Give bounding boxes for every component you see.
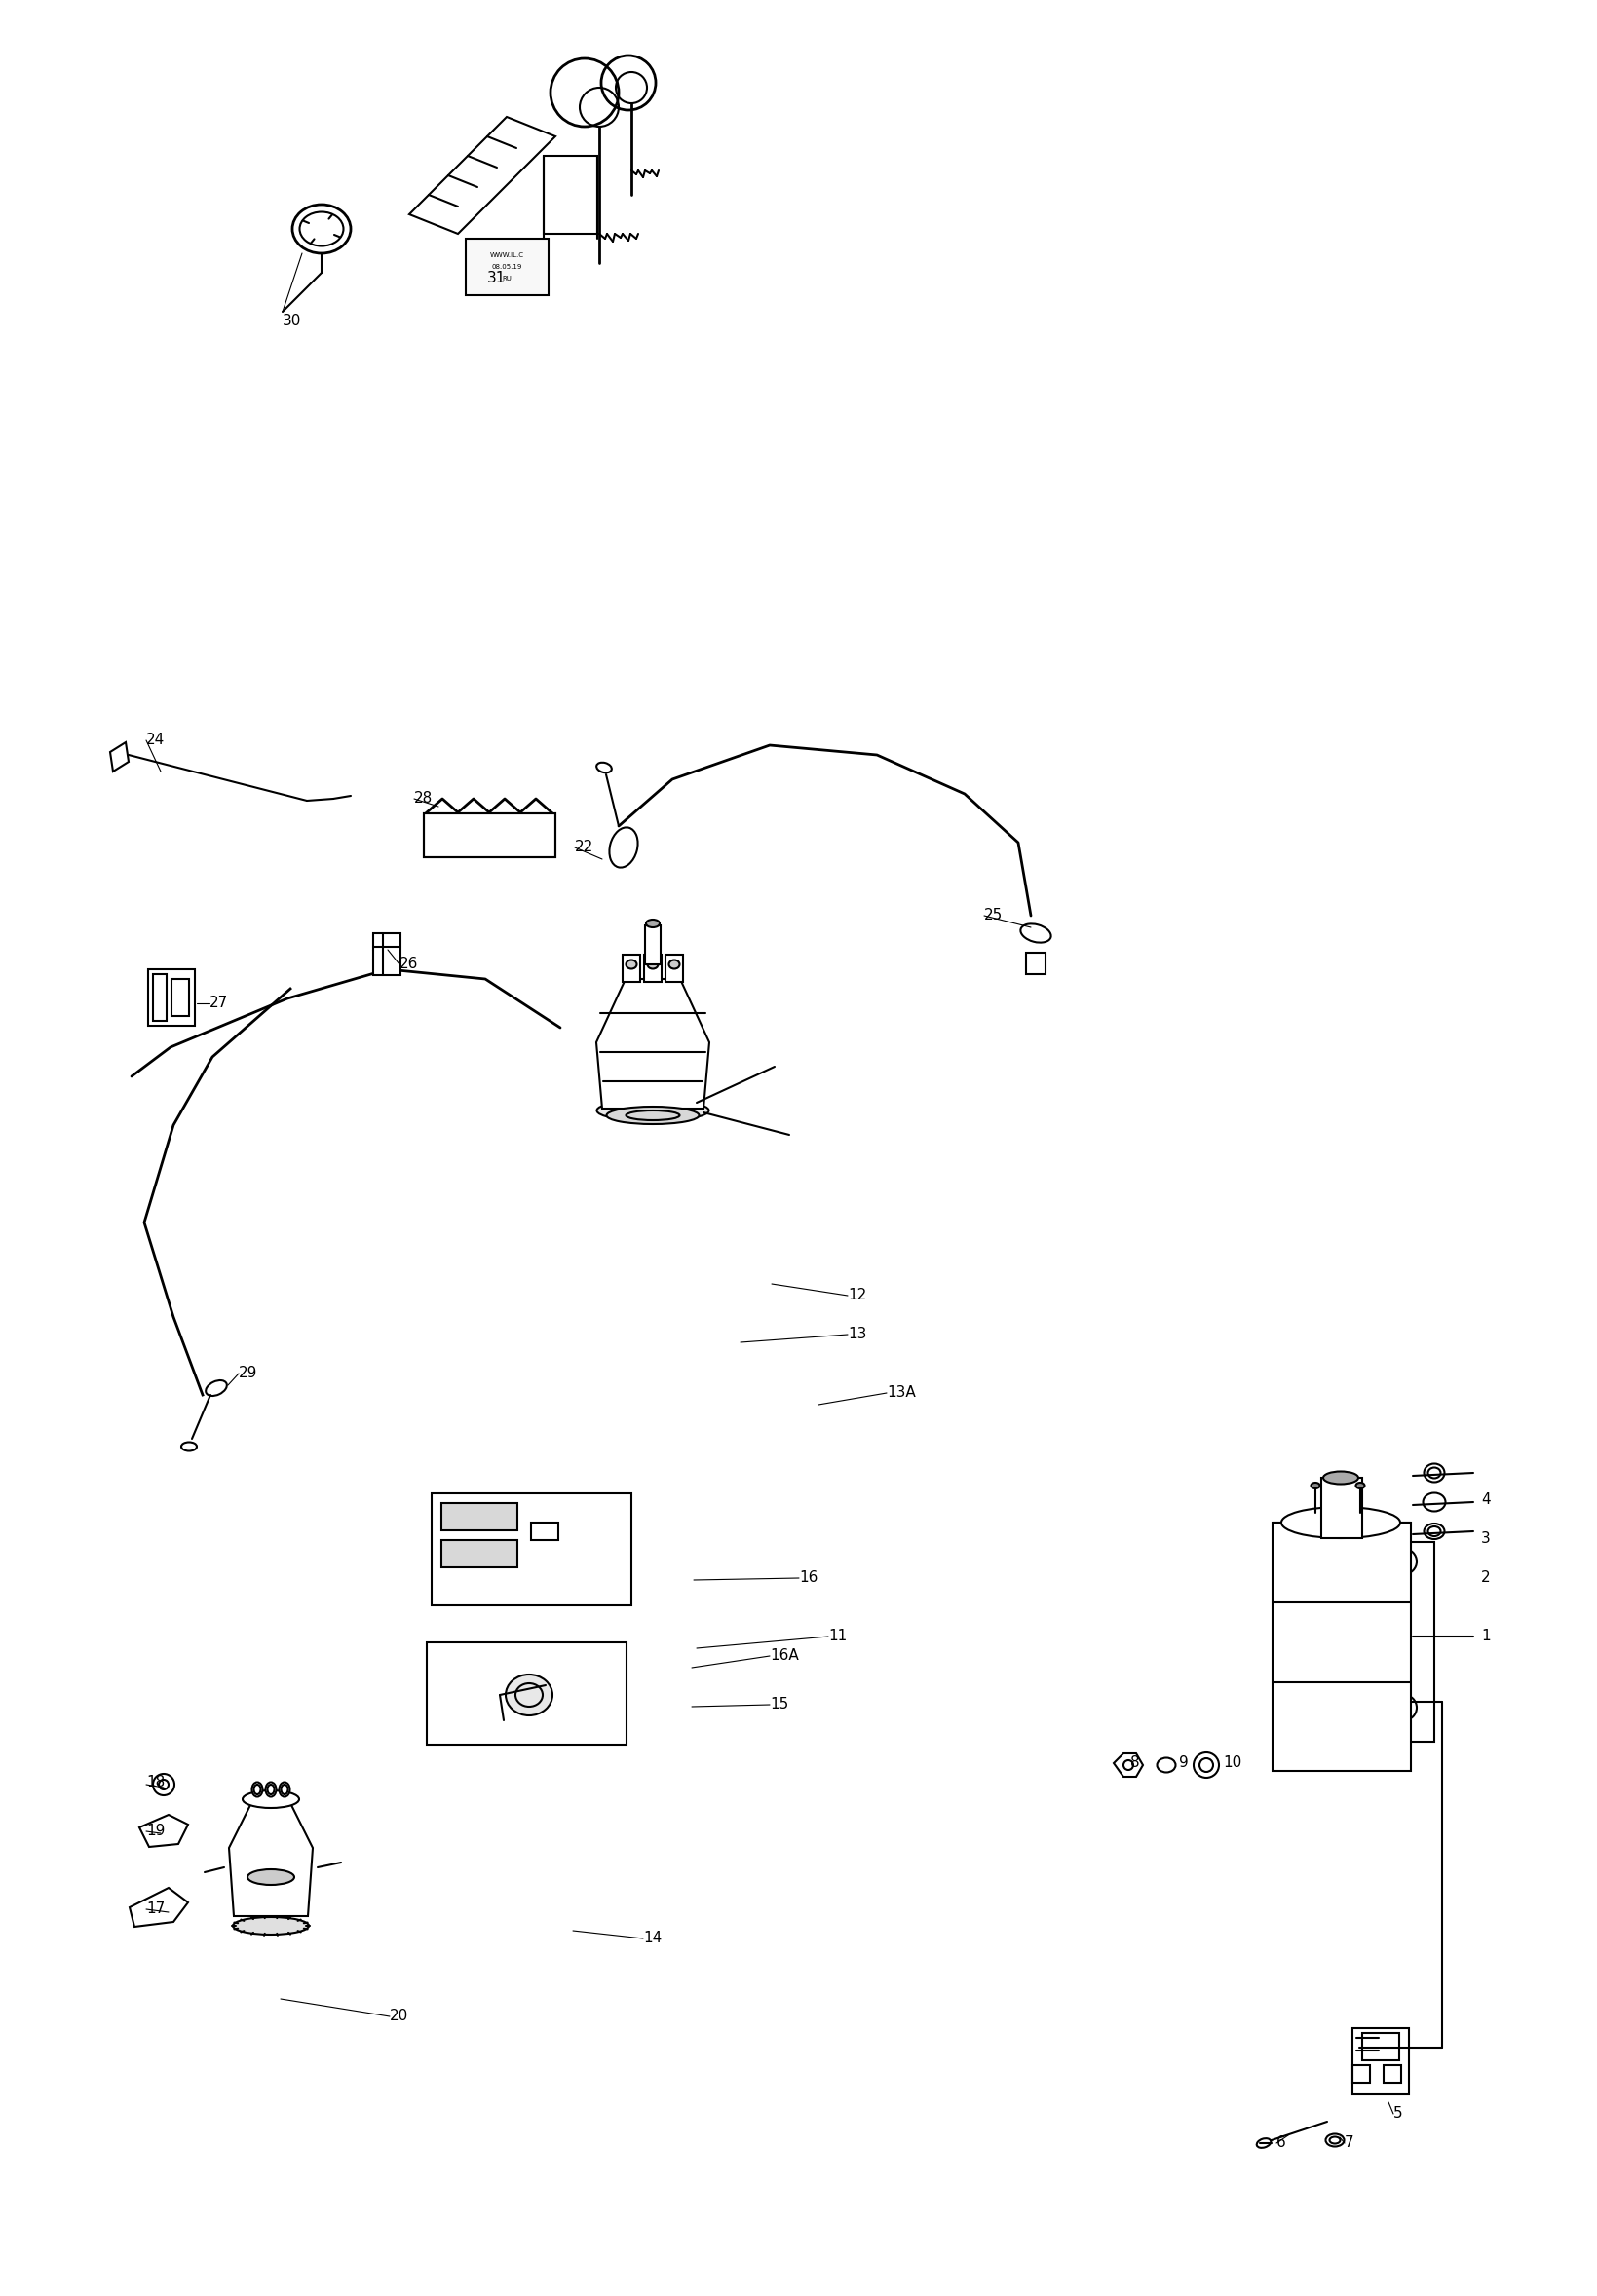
Ellipse shape <box>265 1782 276 1798</box>
Ellipse shape <box>1326 2133 1345 2147</box>
Polygon shape <box>129 1887 188 1926</box>
Text: 9: 9 <box>1179 1756 1188 1770</box>
Text: 13A: 13A <box>886 1387 915 1401</box>
Ellipse shape <box>292 204 351 253</box>
Bar <box>1273 1522 1410 1770</box>
Ellipse shape <box>1425 1463 1445 1483</box>
Ellipse shape <box>1020 923 1051 944</box>
Text: 25: 25 <box>984 909 1003 923</box>
Text: 15: 15 <box>770 1697 789 1713</box>
Polygon shape <box>1113 1754 1143 1777</box>
Bar <box>623 955 640 983</box>
Bar <box>543 156 597 234</box>
Text: 24: 24 <box>147 732 164 748</box>
Bar <box>426 1642 626 1745</box>
Bar <box>1321 1479 1362 1538</box>
Text: 16A: 16A <box>770 1649 798 1662</box>
Bar <box>149 969 195 1026</box>
Bar <box>1362 2032 1399 2060</box>
Text: 4: 4 <box>1480 1492 1490 1508</box>
Ellipse shape <box>506 1674 553 1715</box>
Bar <box>666 955 684 983</box>
Circle shape <box>1391 1694 1417 1720</box>
Bar <box>1383 1543 1434 1743</box>
Polygon shape <box>409 117 556 234</box>
Ellipse shape <box>626 960 637 969</box>
Polygon shape <box>596 978 709 1109</box>
Bar <box>423 813 556 856</box>
Polygon shape <box>228 1800 313 1917</box>
Text: 26: 26 <box>399 957 418 971</box>
Ellipse shape <box>1257 2138 1271 2147</box>
Text: 29: 29 <box>238 1366 257 1380</box>
Bar <box>1353 2027 1409 2094</box>
Ellipse shape <box>252 1782 262 1798</box>
Bar <box>171 978 188 1017</box>
Text: 19: 19 <box>147 1823 164 1839</box>
Text: RU: RU <box>501 276 511 282</box>
Text: 2: 2 <box>1480 1570 1490 1584</box>
Text: 14: 14 <box>644 1931 661 1945</box>
Ellipse shape <box>1324 1472 1359 1483</box>
Bar <box>645 925 661 964</box>
Ellipse shape <box>206 1380 227 1396</box>
Bar <box>1025 953 1046 974</box>
Text: 27: 27 <box>209 996 228 1010</box>
Bar <box>644 955 661 983</box>
Text: 20: 20 <box>390 2009 409 2023</box>
Text: 8: 8 <box>1131 1756 1140 1770</box>
Text: 11: 11 <box>829 1630 846 1644</box>
Text: 5: 5 <box>1393 2105 1402 2122</box>
Bar <box>466 239 549 296</box>
Ellipse shape <box>248 1869 294 1885</box>
Ellipse shape <box>1311 1483 1319 1488</box>
Ellipse shape <box>1281 1506 1401 1538</box>
Bar <box>1353 2064 1370 2082</box>
Bar <box>441 1504 517 1531</box>
Bar <box>423 813 556 856</box>
Text: 6: 6 <box>1276 2135 1286 2151</box>
Text: 22: 22 <box>575 840 594 854</box>
Circle shape <box>153 1775 174 1795</box>
Ellipse shape <box>1423 1492 1445 1511</box>
Ellipse shape <box>610 827 637 868</box>
Ellipse shape <box>1158 1759 1175 1773</box>
Ellipse shape <box>647 960 658 969</box>
Bar <box>1383 2064 1401 2082</box>
Text: 17: 17 <box>147 1901 164 1917</box>
Polygon shape <box>110 742 129 771</box>
Text: 13: 13 <box>848 1327 867 1341</box>
Text: 16: 16 <box>798 1570 818 1584</box>
Ellipse shape <box>607 1107 699 1125</box>
Circle shape <box>1193 1752 1219 1777</box>
Text: 31: 31 <box>487 271 506 285</box>
Bar <box>532 1522 559 1541</box>
Ellipse shape <box>647 921 660 928</box>
Ellipse shape <box>233 1917 308 1936</box>
Text: 08.05.19: 08.05.19 <box>492 264 522 271</box>
Bar <box>441 1541 517 1568</box>
Ellipse shape <box>669 960 680 969</box>
Ellipse shape <box>279 1782 291 1798</box>
Bar <box>153 974 166 1022</box>
Text: 10: 10 <box>1223 1756 1241 1770</box>
Circle shape <box>1391 1550 1417 1575</box>
Bar <box>431 1492 631 1605</box>
Text: 12: 12 <box>848 1288 867 1302</box>
Polygon shape <box>139 1814 188 1846</box>
Text: 3: 3 <box>1480 1531 1490 1548</box>
Ellipse shape <box>180 1442 196 1451</box>
Bar <box>374 932 401 976</box>
Ellipse shape <box>597 1100 709 1120</box>
Text: 7: 7 <box>1345 2135 1354 2151</box>
Text: 18: 18 <box>147 1775 164 1791</box>
Ellipse shape <box>243 1791 299 1807</box>
Text: 1: 1 <box>1480 1630 1490 1644</box>
Text: 30: 30 <box>283 315 302 328</box>
Text: WWW.IL.C: WWW.IL.C <box>490 253 524 257</box>
Ellipse shape <box>1356 1483 1364 1488</box>
Text: 28: 28 <box>414 792 433 806</box>
Ellipse shape <box>596 762 612 774</box>
Ellipse shape <box>1425 1525 1445 1538</box>
